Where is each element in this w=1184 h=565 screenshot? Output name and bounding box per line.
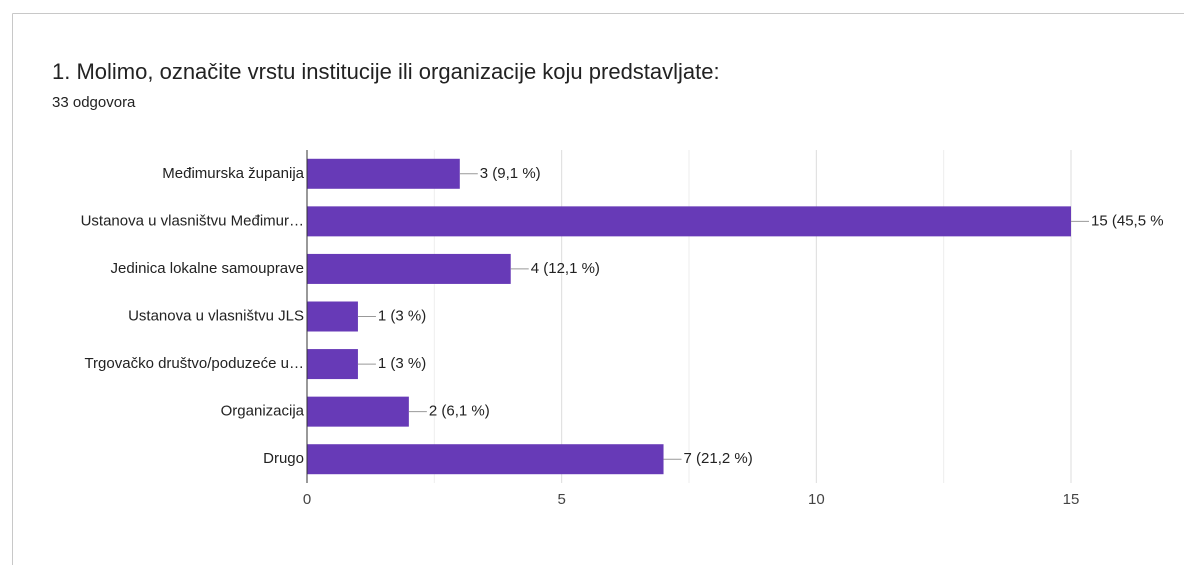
bar: [307, 396, 409, 427]
value-label: 15 (45,5 %: [1091, 212, 1164, 229]
x-tick-label: 10: [808, 491, 825, 508]
y-tick-label: Međimurska županija: [162, 165, 304, 182]
bar: [307, 349, 358, 380]
chart-subtitle: 33 odgovora: [52, 94, 136, 111]
value-label: 2 (6,1 %): [429, 403, 490, 420]
bar: [307, 301, 358, 332]
y-tick-label: Drugo: [263, 450, 304, 467]
bar: [307, 253, 511, 284]
y-tick-label: Organizacija: [221, 403, 305, 420]
x-tick-label: 0: [303, 491, 311, 508]
bar: [307, 158, 460, 189]
x-tick-label: 15: [1063, 491, 1080, 508]
y-tick-label: Jedinica lokalne samouprave: [111, 260, 304, 277]
value-label: 1 (3 %): [378, 307, 426, 324]
x-tick-label: 5: [557, 491, 565, 508]
y-tick-label: Trgovačko društvo/poduzeće u…: [84, 355, 304, 372]
bar: [307, 444, 664, 475]
value-label: 4 (12,1 %): [531, 260, 600, 277]
value-label: 1 (3 %): [378, 355, 426, 372]
y-tick-label: Ustanova u vlasništvu Međimur…: [81, 212, 304, 229]
chart-title: 1. Molimo, označite vrstu institucije il…: [52, 59, 720, 84]
bar: [307, 206, 1071, 237]
y-tick-label: Ustanova u vlasništvu JLS: [128, 307, 304, 324]
value-label: 7 (21,2 %): [684, 450, 753, 467]
value-label: 3 (9,1 %): [480, 165, 541, 182]
